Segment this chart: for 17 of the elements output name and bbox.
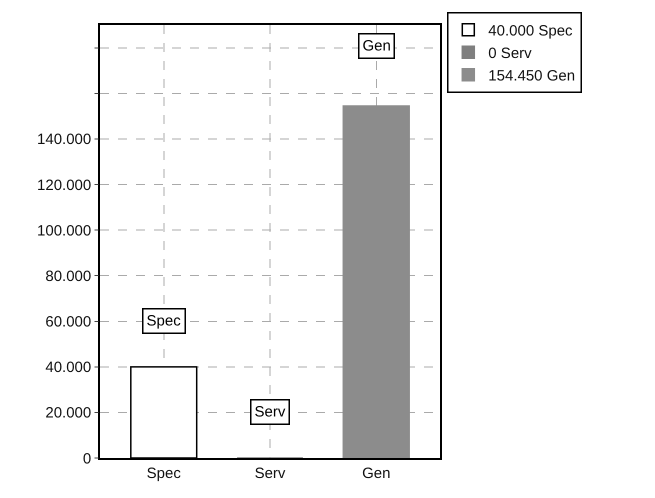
legend-label: 40.000 Spec <box>488 22 574 40</box>
annotation: Serv <box>254 404 286 420</box>
x-tick-label: Gen <box>362 464 390 482</box>
y-tick-label: 20.000 <box>45 404 92 422</box>
y-tick-label: 40.000 <box>45 359 92 376</box>
y-tick-label: 120.000 <box>37 176 92 194</box>
y-tick-label: 140.000 <box>37 131 92 148</box>
x-tick-label: Spec <box>146 464 182 482</box>
y-tick-label: 80.000 <box>45 268 92 285</box>
y-tick-label: 0 <box>82 450 92 468</box>
x-tick-label: Serv <box>254 464 286 482</box>
y-tick-label: 100.000 <box>37 222 92 240</box>
annotation: Gen <box>362 38 391 54</box>
legend-label: 154.450 Gen <box>488 68 576 85</box>
legend-label: 0 Serv <box>488 45 532 62</box>
annotation: Spec <box>146 312 182 330</box>
y-tick-label: 60.000 <box>45 314 92 331</box>
